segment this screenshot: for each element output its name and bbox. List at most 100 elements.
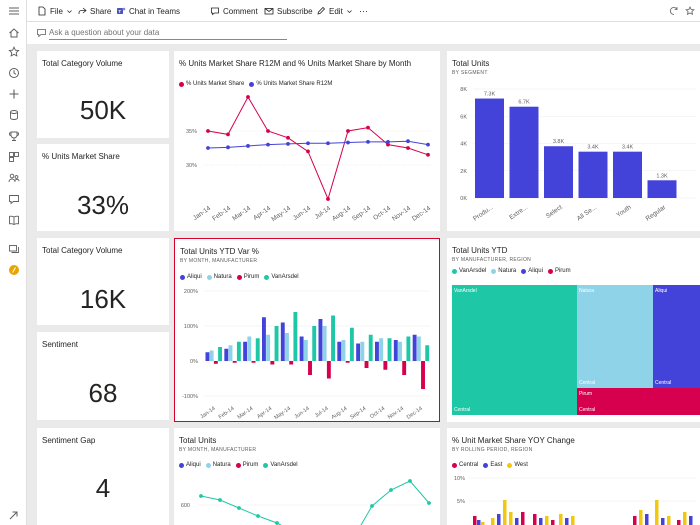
treemap-label: Aliqui xyxy=(655,288,668,294)
x-tick-label: Feb-14 xyxy=(217,405,235,420)
apps-icon[interactable] xyxy=(0,148,27,166)
data-point xyxy=(218,498,222,502)
chart-legend: Aliqui Natura Pirum VanArsdel xyxy=(180,274,299,280)
legend-label: Natura xyxy=(212,462,231,468)
x-tick-label: Dec-14 xyxy=(405,405,423,420)
datasets-icon[interactable] xyxy=(0,106,27,124)
card-units-market-share[interactable]: % Units Market Share 33% xyxy=(37,144,169,231)
legend-item: Natura xyxy=(206,274,232,280)
bar xyxy=(265,334,270,361)
x-tick-label: Oct-14 xyxy=(372,205,392,222)
legend-label: Aliqui xyxy=(187,274,202,280)
x-tick-label: Nov-14 xyxy=(391,205,412,223)
expand-icon[interactable] xyxy=(0,506,27,524)
bar xyxy=(424,344,429,361)
x-tick-label: Produ... xyxy=(472,204,495,223)
action-bar: File Share T Chat in Teams Comment Subsc… xyxy=(27,0,700,22)
card-sentiment-gap[interactable]: Sentiment Gap 4 xyxy=(37,428,169,525)
card-total-category-volume-2[interactable]: Total Category Volume 16K xyxy=(37,238,169,325)
bar xyxy=(661,518,665,525)
treemap-sublabel: Central xyxy=(579,380,596,386)
bar xyxy=(477,520,481,525)
edit-menu[interactable]: Edit xyxy=(316,0,353,22)
card-sentiment[interactable]: Sentiment 68 xyxy=(37,332,169,420)
chart-title: Total Units YTD xyxy=(452,246,508,255)
data-label: 3.8K xyxy=(553,139,565,145)
comment-button[interactable]: Comment xyxy=(210,0,258,22)
bar xyxy=(330,315,335,361)
bar xyxy=(515,518,519,525)
legend-dot xyxy=(521,268,527,274)
bar xyxy=(655,500,659,525)
x-tick-label: May-14 xyxy=(270,205,292,223)
treemap-pirum[interactable]: Pirum Central xyxy=(577,388,700,415)
y-tick-label: 2K xyxy=(460,169,467,175)
recent-icon[interactable] xyxy=(0,64,27,82)
data-label: 6.7K xyxy=(518,100,530,106)
chart-title: Total Units xyxy=(452,59,490,68)
edit-label: Edit xyxy=(329,6,343,16)
treemap-vanarsdel[interactable]: VanArsdel Central xyxy=(452,285,577,415)
comment-label: Comment xyxy=(223,6,258,16)
treemap-sublabel: Central xyxy=(454,407,471,413)
subscribe-button[interactable]: Subscribe xyxy=(264,0,313,22)
plus-icon[interactable] xyxy=(0,85,27,103)
bar xyxy=(228,344,232,361)
share-button[interactable]: Share xyxy=(77,0,111,22)
data-point xyxy=(199,494,203,498)
learn-icon[interactable] xyxy=(0,190,27,208)
data-point xyxy=(366,125,370,130)
user-avatar[interactable] xyxy=(0,261,27,279)
data-label: 7.3K xyxy=(484,92,496,98)
legend-item: VanArsdel xyxy=(264,274,299,280)
y-tick-label: 600 xyxy=(181,503,190,509)
more-options-button[interactable]: ··· xyxy=(359,0,368,22)
star-icon xyxy=(685,6,695,16)
book-icon[interactable] xyxy=(0,211,27,229)
refresh-button[interactable] xyxy=(669,0,679,22)
bar xyxy=(255,337,260,361)
data-point xyxy=(386,139,390,144)
treemap-aliqui[interactable]: Aliqui Central xyxy=(653,285,700,388)
card-title: Total Category Volume xyxy=(42,59,123,68)
tile-treemap[interactable]: Total Units YTD BY MANUFACTURER, REGION … xyxy=(447,238,700,422)
tile-ytd-var[interactable]: Total Units YTD Var % BY MONTH, MANUFACT… xyxy=(174,238,440,422)
workspaces-icon[interactable] xyxy=(0,240,27,258)
legend-item: Natura xyxy=(491,268,516,274)
y-tick-label: 6K xyxy=(460,114,467,120)
chat-in-teams-button[interactable]: T Chat in Teams xyxy=(116,0,180,22)
x-tick-label: Apr-14 xyxy=(256,405,273,419)
bar xyxy=(639,510,643,525)
bar xyxy=(284,332,289,361)
card-total-category-volume[interactable]: Total Category Volume 50K xyxy=(37,51,169,138)
file-menu[interactable]: File xyxy=(37,0,73,22)
legend-item: Aliqui xyxy=(180,274,202,280)
tile-total-units-segment[interactable]: Total Units BY SEGMENT 0K 2K 4K 6K 8K 7.3K Pro… xyxy=(447,51,700,231)
bar xyxy=(336,341,341,361)
tile-market-share-line[interactable]: % Units Market Share R12M and % Units Ma… xyxy=(174,51,440,231)
file-icon xyxy=(38,6,46,16)
favorite-button[interactable] xyxy=(685,0,695,22)
data-point xyxy=(426,142,430,147)
tile-yoy-change[interactable]: % Unit Market Share YOY Change BY ROLLIN… xyxy=(447,428,700,525)
chart-subtitle: BY MONTH, MANUFACTURER xyxy=(180,258,258,264)
left-nav xyxy=(0,0,27,525)
legend-item: West xyxy=(507,462,528,468)
bar xyxy=(683,512,687,525)
star-icon[interactable] xyxy=(0,43,27,61)
treemap-natura[interactable]: Natura Central xyxy=(577,285,653,388)
data-point xyxy=(246,95,250,99)
bar xyxy=(545,516,549,525)
legend-dot xyxy=(263,462,269,468)
qa-input[interactable] xyxy=(49,26,287,40)
home-icon[interactable] xyxy=(0,24,27,42)
shared-icon[interactable] xyxy=(0,169,27,187)
bar xyxy=(497,514,501,525)
legend-dot xyxy=(264,274,270,280)
hamburger-icon[interactable] xyxy=(0,2,27,20)
x-tick-label: Dec-14 xyxy=(411,205,432,223)
tile-total-units-month[interactable]: Total Units BY MONTH, MANUFACTURER Aliqu… xyxy=(174,428,440,525)
goals-icon[interactable] xyxy=(0,127,27,145)
legend-label: % Units Market Share xyxy=(186,81,245,87)
chat-label: Chat in Teams xyxy=(129,6,180,16)
